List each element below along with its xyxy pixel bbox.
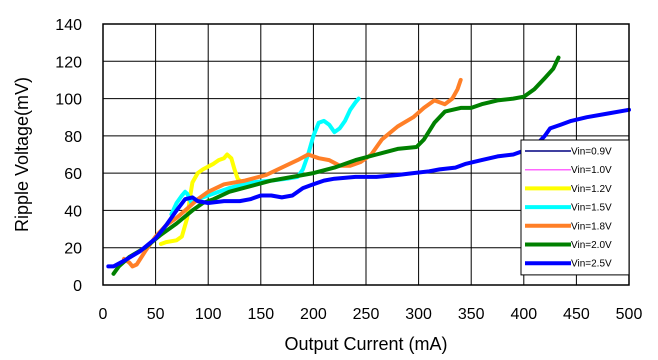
x-tick-label-3: 150	[247, 306, 274, 323]
legend-label-5: Vin=2.0V	[571, 240, 612, 251]
x-tick-labels: 0 50 100 150 200 250 300 350 400 450 500	[99, 306, 643, 323]
x-tick-label-10: 500	[616, 306, 643, 323]
legend: Vin=0.9V Vin=1.0V Vin=1.2V Vin=1.5V Vin=1.8V…	[520, 139, 630, 276]
y-axis-label: Ripple Voltage(mV)	[12, 77, 32, 232]
legend-label-4: Vin=1.8V	[571, 221, 612, 232]
y-tick-label-4: 80	[64, 129, 82, 146]
x-tick-label-2: 100	[195, 306, 222, 323]
x-axis-label: Output Current (mA)	[284, 334, 447, 354]
x-tick-label-9: 450	[563, 306, 590, 323]
x-tick-label-8: 400	[510, 306, 537, 323]
y-tick-label-0: 0	[73, 278, 82, 295]
x-tick-label-1: 50	[147, 306, 165, 323]
legend-label-3: Vin=1.5V	[571, 203, 612, 214]
x-tick-label-6: 300	[405, 306, 432, 323]
legend-label-0: Vin=0.9V	[571, 147, 612, 158]
series-line-5	[111, 55, 561, 276]
y-tick-label-5: 100	[55, 92, 82, 109]
y-tick-label-1: 20	[64, 241, 82, 258]
series-line-2	[158, 152, 244, 246]
y-tick-label-3: 60	[64, 166, 82, 183]
y-tick-label-6: 120	[55, 54, 82, 71]
y-tick-label-2: 40	[64, 203, 82, 220]
y-tick-labels: 0 20 40 60 80 100 120 140	[55, 17, 82, 295]
x-tick-label-4: 200	[300, 306, 327, 323]
x-tick-label-7: 350	[458, 306, 485, 323]
legend-label-1: Vin=1.0V	[571, 165, 612, 176]
y-tick-label-7: 140	[55, 17, 82, 34]
legend-label-2: Vin=1.2V	[571, 184, 612, 195]
legend-label-6: Vin=2.5V	[571, 259, 612, 270]
x-tick-label-5: 250	[353, 306, 380, 323]
x-tick-label-0: 0	[99, 306, 108, 323]
